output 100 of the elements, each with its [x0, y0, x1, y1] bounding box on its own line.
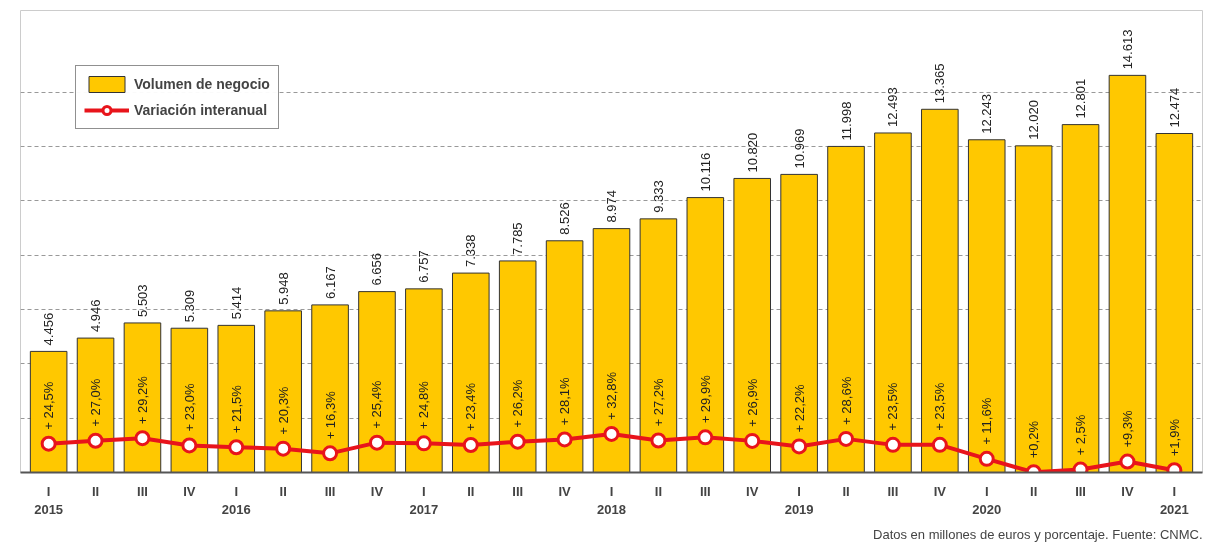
bar: [123, 322, 162, 473]
point: [134, 430, 151, 447]
data-label: + 21,5%: [228, 384, 244, 434]
point: [697, 429, 714, 446]
bar: [1108, 74, 1147, 473]
data-label: + 23,4%: [463, 382, 479, 431]
x-tick-label: IV: [183, 483, 196, 499]
x-tick-label: I 2020: [972, 483, 1002, 517]
bar: [405, 288, 443, 473]
x-tick-label: III: [699, 483, 711, 499]
point: [791, 438, 808, 455]
x-tick-label: I 2015: [34, 483, 64, 517]
data-label: 12.493: [885, 87, 901, 127]
data-label: + 23,5%: [885, 382, 901, 431]
data-label: + 25,4%: [369, 380, 385, 429]
bar: [1014, 145, 1053, 473]
data-label: 4.946: [88, 299, 104, 333]
data-label: 10.969: [791, 128, 807, 169]
point: [744, 432, 761, 449]
x-tick-label: IV: [1121, 483, 1134, 499]
point: [884, 436, 901, 453]
x-tick-label: IV: [746, 483, 759, 499]
legend-label: Variación interanual: [134, 102, 268, 118]
x-tick-label: IV: [370, 483, 384, 499]
data-label: 8.974: [604, 190, 619, 223]
x-tick-label: I 2021: [1159, 483, 1189, 517]
point: [228, 439, 245, 456]
data-label: + 16,3%: [322, 390, 338, 440]
data-label: 5.503: [134, 284, 150, 317]
x-tick-label: II: [91, 483, 100, 499]
x-tick-label: I 2017: [409, 483, 439, 517]
x-tick-label: II: [842, 483, 850, 499]
data-label: 5.948: [275, 272, 291, 305]
bar: [1155, 133, 1194, 473]
point: [275, 440, 292, 457]
point: [650, 432, 667, 449]
data-label: 12.474: [1166, 87, 1182, 128]
data-label: + 23,0%: [181, 382, 197, 432]
bar: [76, 337, 115, 473]
bar: [29, 350, 68, 473]
x-tick-label: III: [887, 483, 899, 499]
point: [368, 434, 385, 451]
data-label: + 11,6%: [979, 397, 995, 445]
point: [322, 445, 339, 462]
data-label: + 28,6%: [838, 376, 854, 425]
x-tick-label: II: [1030, 483, 1038, 499]
data-label: + 27,2%: [650, 378, 666, 427]
x-tick-label: III: [512, 483, 524, 499]
point: [40, 435, 57, 452]
x-tick-label: III: [1075, 483, 1086, 499]
data-label: 12.243: [979, 94, 995, 134]
data-label: 4.456: [41, 312, 57, 346]
x-tick-label: III: [137, 483, 148, 499]
bar: [1061, 124, 1100, 473]
point: [462, 437, 479, 453]
bar: [733, 177, 772, 473]
bar: [451, 272, 490, 473]
point: [838, 430, 855, 447]
x-tick-label: II: [467, 483, 475, 499]
data-label: 12.801: [1073, 78, 1089, 119]
x-tick-label: II: [279, 483, 287, 499]
bar: [827, 145, 865, 473]
data-label: + 2,5%: [1073, 414, 1089, 456]
point: [87, 432, 104, 449]
data-label: +0,2%: [1026, 420, 1042, 459]
data-label: 10.820: [744, 132, 760, 173]
bar: [545, 240, 584, 473]
bar: [498, 260, 537, 473]
data-label: 6.656: [369, 253, 385, 286]
legend-label: Volumen de negocio: [134, 76, 270, 92]
data-label: 13.365: [932, 63, 948, 104]
data-label: + 20,3%: [275, 386, 291, 435]
text: Datos en millones de euros y porcentaje. Fuente: CNMC.: [873, 526, 1203, 542]
data-label: 10.116: [697, 152, 713, 192]
point: [509, 433, 526, 450]
bar: [217, 324, 256, 473]
bar: [592, 228, 631, 473]
bar: [311, 304, 349, 473]
bar: [170, 327, 209, 473]
data-label: + 27,0%: [88, 378, 104, 427]
point: [556, 431, 573, 448]
data-label: + 29,2%: [134, 375, 150, 425]
point: [603, 425, 620, 442]
bar: [686, 197, 725, 473]
data-label: +1,9%: [1166, 418, 1182, 457]
bar: [874, 132, 912, 473]
data-label: 14.613: [1119, 29, 1135, 70]
data-label: + 32,8%: [604, 371, 619, 420]
data-label: 11.998: [838, 101, 854, 141]
data-label: + 29,9%: [697, 374, 713, 424]
bar: [921, 108, 959, 473]
x-tick-label: I 2018: [597, 483, 626, 517]
data-label: + 22,2%: [791, 383, 807, 433]
data-label: 7.785: [510, 222, 526, 255]
data-label: 8.526: [557, 202, 573, 235]
bar: [264, 310, 302, 473]
data-label: + 26,2%: [510, 379, 526, 428]
data-label: +9,3%: [1119, 409, 1135, 448]
x-tick-label: I 2019: [784, 483, 814, 517]
x-tick-label: II: [654, 483, 663, 499]
